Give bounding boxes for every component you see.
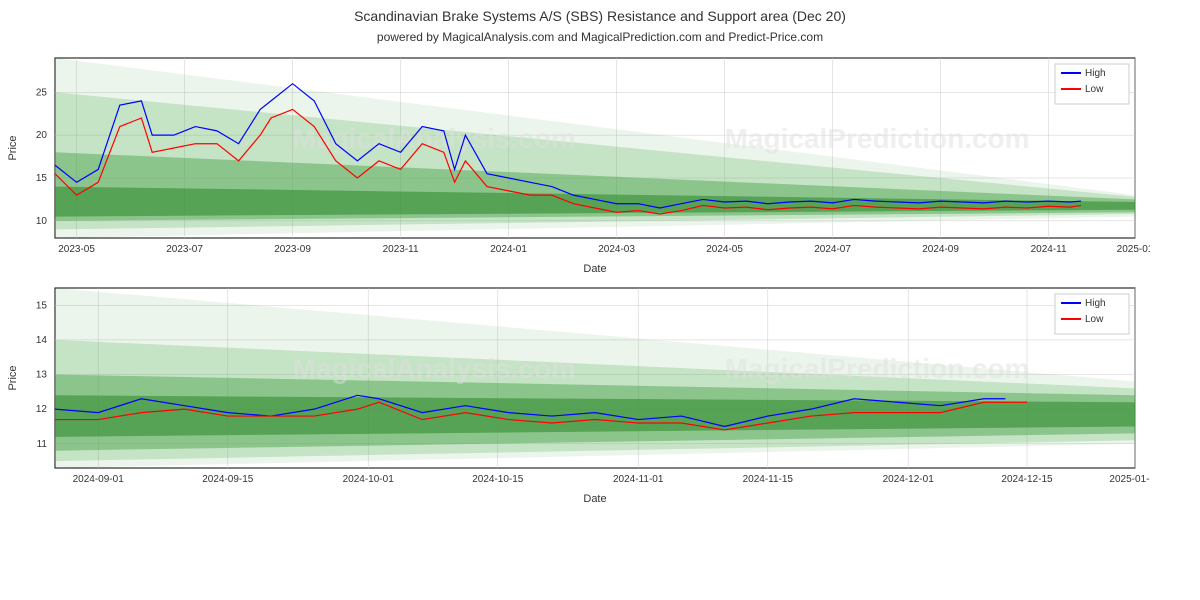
xtick-label: 2024-11 xyxy=(1031,244,1067,255)
ylabel: Price xyxy=(7,365,19,390)
xtick-label: 2024-05 xyxy=(706,244,743,255)
watermark: MagicalAnalysis.com xyxy=(293,353,576,384)
xtick-label: 2024-07 xyxy=(814,244,851,255)
xtick-label: 2023-11 xyxy=(383,244,419,255)
chart-subtitle: powered by MagicalAnalysis.com and Magic… xyxy=(0,24,1200,48)
legend-label: Low xyxy=(1085,314,1104,325)
xtick-label: 2024-12-01 xyxy=(883,474,935,485)
legend-label: High xyxy=(1085,68,1106,79)
xtick-label: 2023-09 xyxy=(274,244,311,255)
xtick-label: 2024-11-01 xyxy=(613,474,664,485)
watermark: MagicalAnalysis.com xyxy=(293,123,576,154)
ytick-label: 15 xyxy=(36,300,48,311)
xlabel: Date xyxy=(583,263,606,275)
xtick-label: 2024-09-01 xyxy=(73,474,125,485)
watermark: MagicalPrediction.com xyxy=(725,353,1030,384)
ytick-label: 20 xyxy=(36,130,48,141)
ylabel: Price xyxy=(7,135,19,160)
xtick-label: 2023-05 xyxy=(58,244,95,255)
xtick-label: 2024-09 xyxy=(922,244,959,255)
xtick-label: 2024-09-15 xyxy=(202,474,254,485)
xtick-label: 2024-03 xyxy=(598,244,635,255)
chart-title: Scandinavian Brake Systems A/S (SBS) Res… xyxy=(0,0,1200,24)
xtick-label: 2023-07 xyxy=(166,244,203,255)
ytick-label: 11 xyxy=(37,439,48,450)
xtick-label: 2024-10-15 xyxy=(472,474,524,485)
legend-label: Low xyxy=(1085,84,1104,95)
xtick-label: 2025-01 xyxy=(1117,244,1150,255)
xtick-label: 2024-12-15 xyxy=(1001,474,1053,485)
chart-top: 10 15 20 25 2023-05 2023-07 2023-09 2023-11 2024… xyxy=(0,48,1200,278)
xtick-label: 2024-01 xyxy=(490,244,527,255)
watermark: MagicalPrediction.com xyxy=(725,123,1030,154)
ytick-label: 13 xyxy=(36,370,48,381)
xtick-label: 2024-11-15 xyxy=(743,474,794,485)
xtick-label: 2024-10-01 xyxy=(343,474,395,485)
ytick-label: 10 xyxy=(36,216,48,227)
chart-bottom: 11 12 13 14 15 2024-09-01 2024-09-15 2024-10-01… xyxy=(0,278,1200,508)
legend-label: High xyxy=(1085,298,1106,309)
xlabel: Date xyxy=(583,493,606,505)
ytick-label: 15 xyxy=(36,173,48,184)
ytick-label: 14 xyxy=(36,335,48,346)
xtick-label: 2025-01-01 xyxy=(1109,474,1150,485)
ytick-label: 25 xyxy=(36,87,48,98)
ytick-label: 12 xyxy=(36,404,48,415)
